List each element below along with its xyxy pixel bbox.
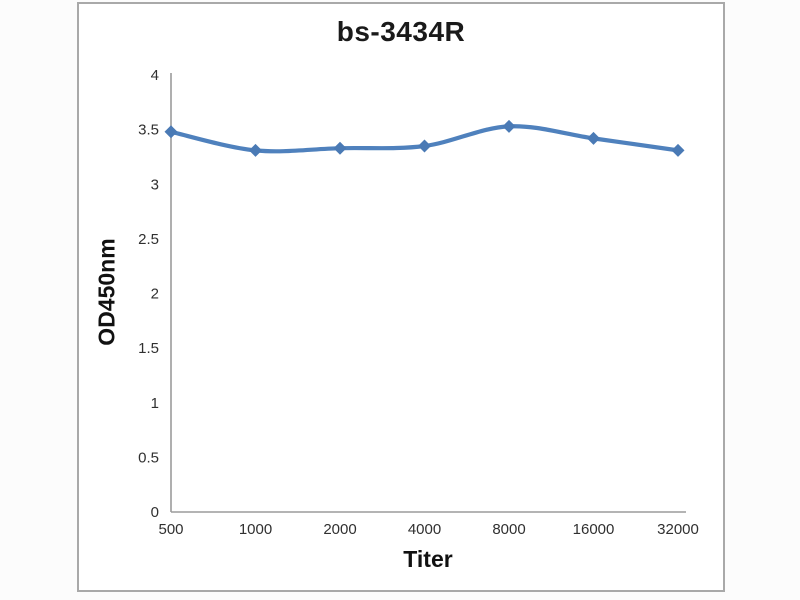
- chart-panel: [77, 2, 725, 592]
- data-point-marker: [671, 143, 685, 157]
- x-tick-label: 2000: [323, 521, 356, 538]
- y-tick-label: 0: [151, 504, 159, 521]
- data-point-marker: [587, 131, 600, 145]
- y-tick-label: 3: [151, 176, 159, 193]
- data-point-marker: [333, 141, 347, 155]
- x-tick-label: 32000: [657, 521, 699, 538]
- data-point-marker: [502, 119, 516, 133]
- data-point-marker: [164, 125, 178, 139]
- data-point-marker: [418, 139, 431, 153]
- x-tick-label: 16000: [573, 521, 615, 538]
- y-tick-label: 1.5: [138, 340, 159, 357]
- y-tick-label: 4: [151, 67, 159, 84]
- x-tick-label: 1000: [239, 521, 272, 538]
- x-axis-title: Titer: [403, 546, 453, 572]
- y-tick-label: 0.5: [138, 449, 159, 466]
- x-tick-label: 8000: [492, 521, 525, 538]
- data-point-marker: [249, 143, 262, 157]
- x-tick-label: 4000: [408, 521, 441, 538]
- y-tick-label: 2.5: [138, 231, 159, 248]
- y-tick-label: 2: [151, 286, 159, 303]
- chart-title: bs-3434R: [336, 16, 466, 47]
- y-tick-label: 3.5: [138, 122, 159, 139]
- x-tick-label: 500: [158, 521, 183, 538]
- y-tick-label: 1: [151, 395, 159, 412]
